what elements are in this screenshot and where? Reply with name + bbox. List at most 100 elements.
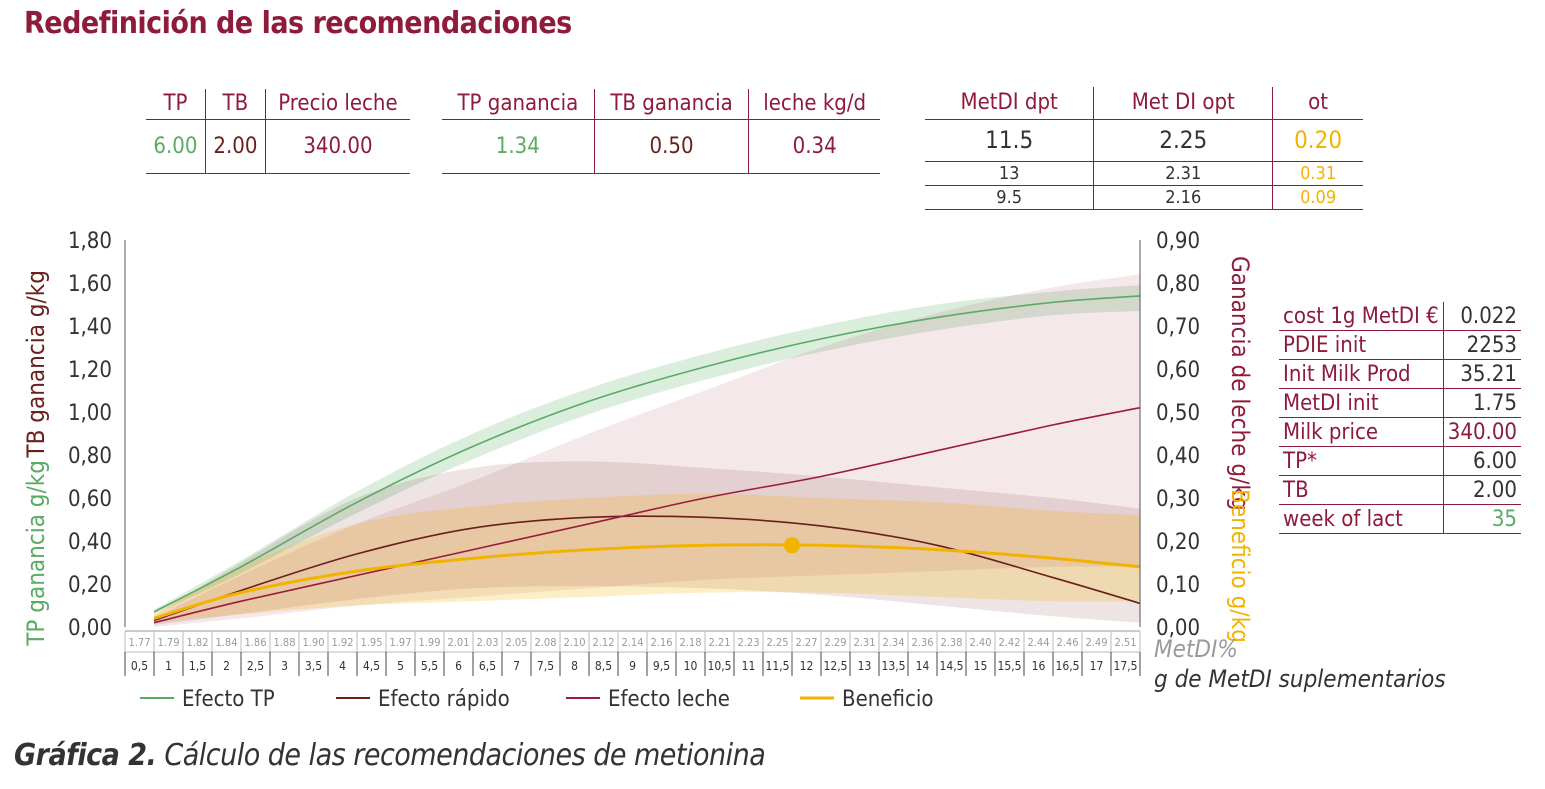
y-tick-left: 0,60 [68,487,112,512]
input-label: TP* [1279,446,1444,476]
metdi-row-main-ot: 0.20 [1272,119,1363,162]
band-beneficio [154,493,1140,623]
y-tick-right: 0,80 [1156,272,1200,297]
y-tick-right: 0,00 [1156,616,1200,641]
x-tick-metdi-pct: 2.23 [737,636,759,649]
x-tick-metdi-pct: 2.10 [563,636,585,649]
y-tick-left: 0,40 [68,530,112,555]
x-tick-metdi-pct: 2.16 [650,636,672,649]
x-tick-grams: 11,5 [765,659,789,673]
metdi-table: MetDI dpt Met DI opt ot 11.5 2.25 0.20 1… [925,87,1363,210]
x-tick-metdi-pct: 2.46 [1056,636,1078,649]
x-tick-grams: 10,5 [707,659,731,673]
x-tick-grams: 15,5 [997,659,1021,673]
x-tick-metdi-pct: 2.51 [1114,636,1136,649]
header-tb-ganancia: TB ganancia [593,89,749,120]
x-tick-grams: 16 [1032,659,1046,673]
x-tick-metdi-pct: 2.12 [592,636,614,649]
gains-table: TP ganancia TB ganancia leche kg/d 1.34 … [442,89,880,174]
metdi-row-lower-opt: 2.16 [1093,185,1273,210]
y-tick-left: 1,40 [68,315,112,340]
x-tick-metdi-pct: 2.29 [824,636,846,649]
value-leche-kgd: 0.34 [748,119,880,174]
y-axis-label-right-top: Ganancia de leche g/kg [1226,256,1254,511]
input-label: TB [1279,475,1444,505]
x-tick-metdi-pct: 1.90 [302,636,324,649]
input-label: MetDI init [1279,388,1444,418]
input-label: cost 1g MetDI € [1279,302,1444,331]
x-tick-grams: 2 [223,659,230,673]
x-tick-grams: 6 [455,659,462,673]
y-tick-right: 0,20 [1156,530,1200,555]
x-tick-grams: 4 [339,659,346,673]
x-tick-metdi-pct: 2.05 [505,636,527,649]
input-value: 35 [1442,504,1521,534]
x-tick-metdi-pct: 1.84 [215,636,237,649]
x-tick-grams: 16,5 [1055,659,1079,673]
x-tick-metdi-pct: 2.03 [476,636,498,649]
x-axis-label-metdi-pct: MetDI% [1154,635,1238,663]
inputs-table: cost 1g MetDI €0.022 PDIE init 2253 Init … [1279,302,1521,534]
x-axis-label-grams: g de MetDI suplementarios [1154,665,1446,693]
x-tick-grams: 15 [974,659,988,673]
metdi-row-main-opt: 2.25 [1093,119,1273,162]
x-tick-grams: 7,5 [537,659,554,673]
header-ot: ot [1272,87,1363,120]
x-tick-grams: 2,5 [247,659,264,673]
metdi-row-main-dpt: 11.5 [925,119,1094,162]
band-efecto-leche [154,274,1140,627]
x-tick-metdi-pct: 2.49 [1085,636,1107,649]
x-tick-metdi-pct: 2.42 [998,636,1020,649]
series-line-efecto-rapido [153,515,1141,622]
x-tick-metdi-pct: 1.99 [418,636,440,649]
input-value: 340.00 [1442,417,1521,447]
x-tick-metdi-pct: 2.08 [534,636,556,649]
input-value: 1.75 [1442,388,1521,418]
band-efecto-tp [154,285,1140,615]
x-tick-grams: 13,5 [881,659,905,673]
value-tb-ganancia: 0.50 [593,119,749,174]
input-value: 2253 [1442,330,1521,360]
x-tick-metdi-pct: 2.34 [882,636,904,649]
y-tick-left: 0,80 [68,444,112,469]
y-tick-right: 0,70 [1156,315,1200,340]
x-tick-grams: 8,5 [595,659,612,673]
series-line-efecto-leche [153,406,1141,624]
x-tick-grams: 1,5 [189,659,206,673]
header-metdi-opt: Met DI opt [1093,87,1273,120]
input-value: 0.022 [1442,302,1521,331]
x-tick-metdi-pct: 2.01 [447,636,469,649]
input-label: PDIE init [1279,330,1444,360]
y-axis-label-left-bottom: TP ganancia g/kg [22,460,50,647]
x-tick-grams: 14,5 [939,659,963,673]
header-tp-ganancia: TP ganancia [442,89,595,120]
x-tick-grams: 10 [684,659,698,673]
input-value: 35.21 [1442,359,1521,389]
x-tick-metdi-pct: 2.25 [766,636,788,649]
input-label: Milk price [1279,417,1444,447]
header-precio-leche: Precio leche [264,89,410,120]
header-tb: TB [204,89,266,120]
x-tick-grams: 17,5 [1113,659,1137,673]
legend-label-beneficio: Beneficio [842,687,933,712]
input-label: Init Milk Prod [1279,359,1444,389]
page-title: Redefinición de las recomendaciones [24,6,572,41]
value-tp-ganancia: 1.34 [442,119,595,174]
x-tick-grams: 13 [858,659,872,673]
x-tick-grams: 5,5 [421,659,438,673]
y-tick-left: 0,00 [68,616,112,641]
header-leche-kgd: leche kg/d [748,89,880,120]
x-tick-grams: 7 [513,659,520,673]
x-tick-grams: 3,5 [305,659,322,673]
header-metdi-dpt: MetDI dpt [925,87,1094,120]
x-tick-metdi-pct: 2.36 [911,636,933,649]
band-efecto-rapido [154,461,1140,625]
x-tick-metdi-pct: 2.18 [679,636,701,649]
y-axis-label-right-bottom: Beneficio g/kg [1226,489,1254,643]
y-tick-left: 1,20 [68,358,112,383]
x-tick-metdi-pct: 2.44 [1027,636,1049,649]
x-tick-metdi-pct: 1.88 [273,636,295,649]
x-tick-metdi-pct: 1.95 [360,636,382,649]
x-tick-metdi-pct: 2.40 [969,636,991,649]
x-tick-grams: 5 [397,659,404,673]
